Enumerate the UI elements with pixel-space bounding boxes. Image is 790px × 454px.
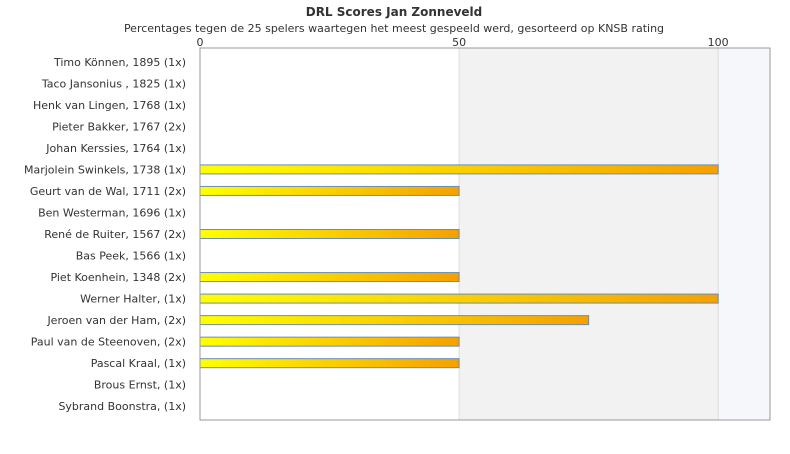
x-axis-ticks: 0 50 100 <box>197 36 729 49</box>
y-category-label: Pascal Kraal, (1x) <box>91 357 186 370</box>
plot-border <box>199 47 771 421</box>
y-category-label: Marjolein Swinkels, 1738 (1x) <box>24 163 186 176</box>
plot-band <box>459 48 719 420</box>
y-category-label: Brous Ernst, (1x) <box>94 379 186 392</box>
bar <box>199 164 719 175</box>
bar <box>199 358 460 369</box>
bar <box>199 293 719 304</box>
bar <box>199 315 590 326</box>
y-category-label: Sybrand Boonstra, (1x) <box>58 400 186 413</box>
bar <box>199 272 460 283</box>
y-category-label: Pieter Bakker, 1767 (2x) <box>52 120 186 133</box>
y-category-label: Timo Können, 1895 (1x) <box>53 56 186 69</box>
y-category-label: Piet Koenhein, 1348 (2x) <box>50 271 186 284</box>
y-category-label: Werner Halter, (1x) <box>80 293 186 306</box>
bar <box>199 229 460 239</box>
chart-subtitle: Percentages tegen de 25 spelers waartege… <box>124 22 664 35</box>
y-category-label: Paul van de Steenoven, (2x) <box>31 336 186 349</box>
x-tick-label: 100 <box>708 36 729 49</box>
chart-title: DRL Scores Jan Zonneveld <box>306 5 483 19</box>
y-category-label: Johan Kerssies, 1764 (1x) <box>45 142 186 155</box>
x-tick-label: 50 <box>452 36 466 49</box>
plot-band <box>718 48 770 420</box>
y-category-label: Ben Westerman, 1696 (1x) <box>38 206 186 219</box>
bar <box>199 336 460 347</box>
bars <box>199 164 719 369</box>
y-category-label: René de Ruiter, 1567 (2x) <box>44 228 186 241</box>
bar <box>199 185 460 196</box>
y-category-label: Taco Jansonius , 1825 (1x) <box>41 77 186 90</box>
x-tick-label: 0 <box>197 36 204 49</box>
y-category-label: Bas Peek, 1566 (1x) <box>76 250 186 263</box>
y-category-label: Jeroen van der Ham, (2x) <box>46 314 186 327</box>
y-axis-labels: Timo Können, 1895 (1x) Taco Jansonius , 1… <box>24 56 186 413</box>
y-category-label: Geurt van de Wal, 1711 (2x) <box>30 185 186 198</box>
y-category-label: Henk van Lingen, 1768 (1x) <box>33 99 186 112</box>
